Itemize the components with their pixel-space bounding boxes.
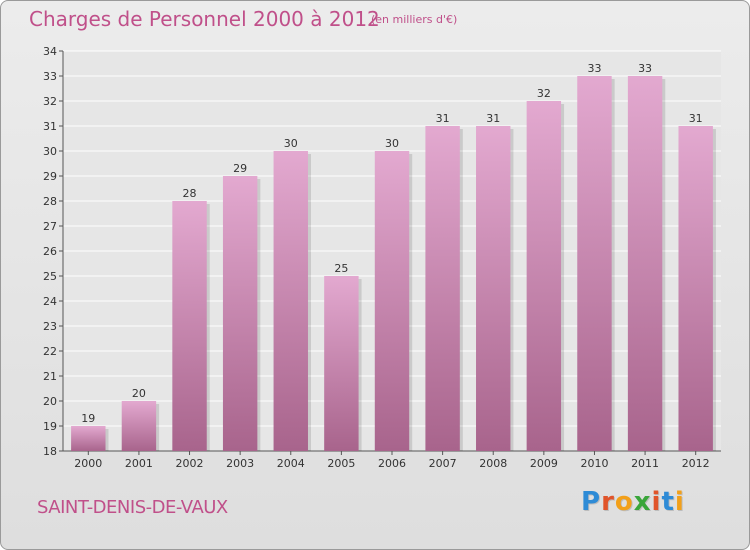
y-tick-label: 27 — [43, 220, 57, 233]
x-tick-label: 2004 — [277, 457, 305, 470]
y-tick-label: 19 — [43, 420, 57, 433]
y-tick-label: 26 — [43, 245, 57, 258]
x-tick-label: 2003 — [226, 457, 254, 470]
logo-letter: r — [601, 487, 615, 517]
y-tick-label: 18 — [43, 445, 57, 458]
logo-letter: i — [674, 487, 685, 517]
logo-letter: t — [661, 487, 675, 517]
bar — [324, 276, 359, 451]
y-tick-label: 22 — [43, 345, 57, 358]
bar-value-label: 31 — [436, 112, 450, 125]
x-tick-label: 2012 — [682, 457, 710, 470]
bar — [425, 126, 460, 451]
bar-value-label: 31 — [689, 112, 703, 125]
y-tick-label: 31 — [43, 120, 57, 133]
bar-value-label: 20 — [132, 387, 146, 400]
labels: 19 2000 20 2001 28 2002 29 2003 30 2004 25 2005 30 20… — [74, 62, 709, 470]
bar — [121, 401, 157, 451]
bar — [222, 176, 258, 451]
bar — [678, 126, 713, 451]
y-tick-label: 29 — [43, 170, 57, 183]
chart-subtitle: (en milliers d'€) — [371, 13, 458, 26]
x-tick-label: 2001 — [125, 457, 153, 470]
y-tick-label: 21 — [43, 370, 57, 383]
bar-value-label: 33 — [638, 62, 652, 75]
bar — [71, 426, 106, 451]
bar — [172, 201, 207, 451]
y-tick-label: 24 — [43, 295, 57, 308]
bar-value-label: 29 — [233, 162, 247, 175]
y-tick-label: 28 — [43, 195, 57, 208]
bar-value-label: 33 — [587, 62, 601, 75]
logo-letter: o — [614, 487, 634, 517]
y-tick-label: 23 — [43, 320, 57, 333]
bar-value-label: 28 — [183, 187, 197, 200]
y-tick-label: 30 — [43, 145, 57, 158]
x-tick-label: 2008 — [479, 457, 507, 470]
bar — [526, 101, 562, 451]
x-tick-label: 2007 — [429, 457, 457, 470]
bar-value-label: 25 — [334, 262, 348, 275]
commune-name: SAINT-DENIS-DE-VAUX — [37, 497, 228, 518]
x-tick-label: 2011 — [631, 457, 659, 470]
bar-value-label: 32 — [537, 87, 551, 100]
logo-letter: x — [633, 487, 652, 517]
x-tick-label: 2009 — [530, 457, 558, 470]
logo-letter: i — [651, 487, 662, 517]
x-tick-label: 2002 — [176, 457, 204, 470]
bar — [273, 151, 308, 451]
y-tick-label: 25 — [43, 270, 57, 283]
chart-title: Charges de Personnel 2000 à 2012 — [29, 7, 380, 31]
y-tick-label: 32 — [43, 95, 57, 108]
bar-value-label: 19 — [81, 412, 95, 425]
bar-value-label: 30 — [385, 137, 399, 150]
x-tick-label: 2006 — [378, 457, 406, 470]
bar-value-label: 30 — [284, 137, 298, 150]
bar — [577, 76, 612, 451]
bar — [627, 76, 663, 451]
x-tick-label: 2010 — [580, 457, 608, 470]
y-tick-label: 34 — [43, 45, 57, 58]
proxiti-logo: Proxiti — [581, 487, 685, 517]
logo-letter: P — [581, 487, 602, 517]
x-tick-label: 2005 — [327, 457, 355, 470]
bar — [476, 126, 511, 451]
bar — [374, 151, 410, 451]
y-tick-label: 33 — [43, 70, 57, 83]
bars — [71, 76, 716, 451]
bar-value-label: 31 — [486, 112, 500, 125]
y-tick-label: 20 — [43, 395, 57, 408]
x-tick-label: 2000 — [74, 457, 102, 470]
